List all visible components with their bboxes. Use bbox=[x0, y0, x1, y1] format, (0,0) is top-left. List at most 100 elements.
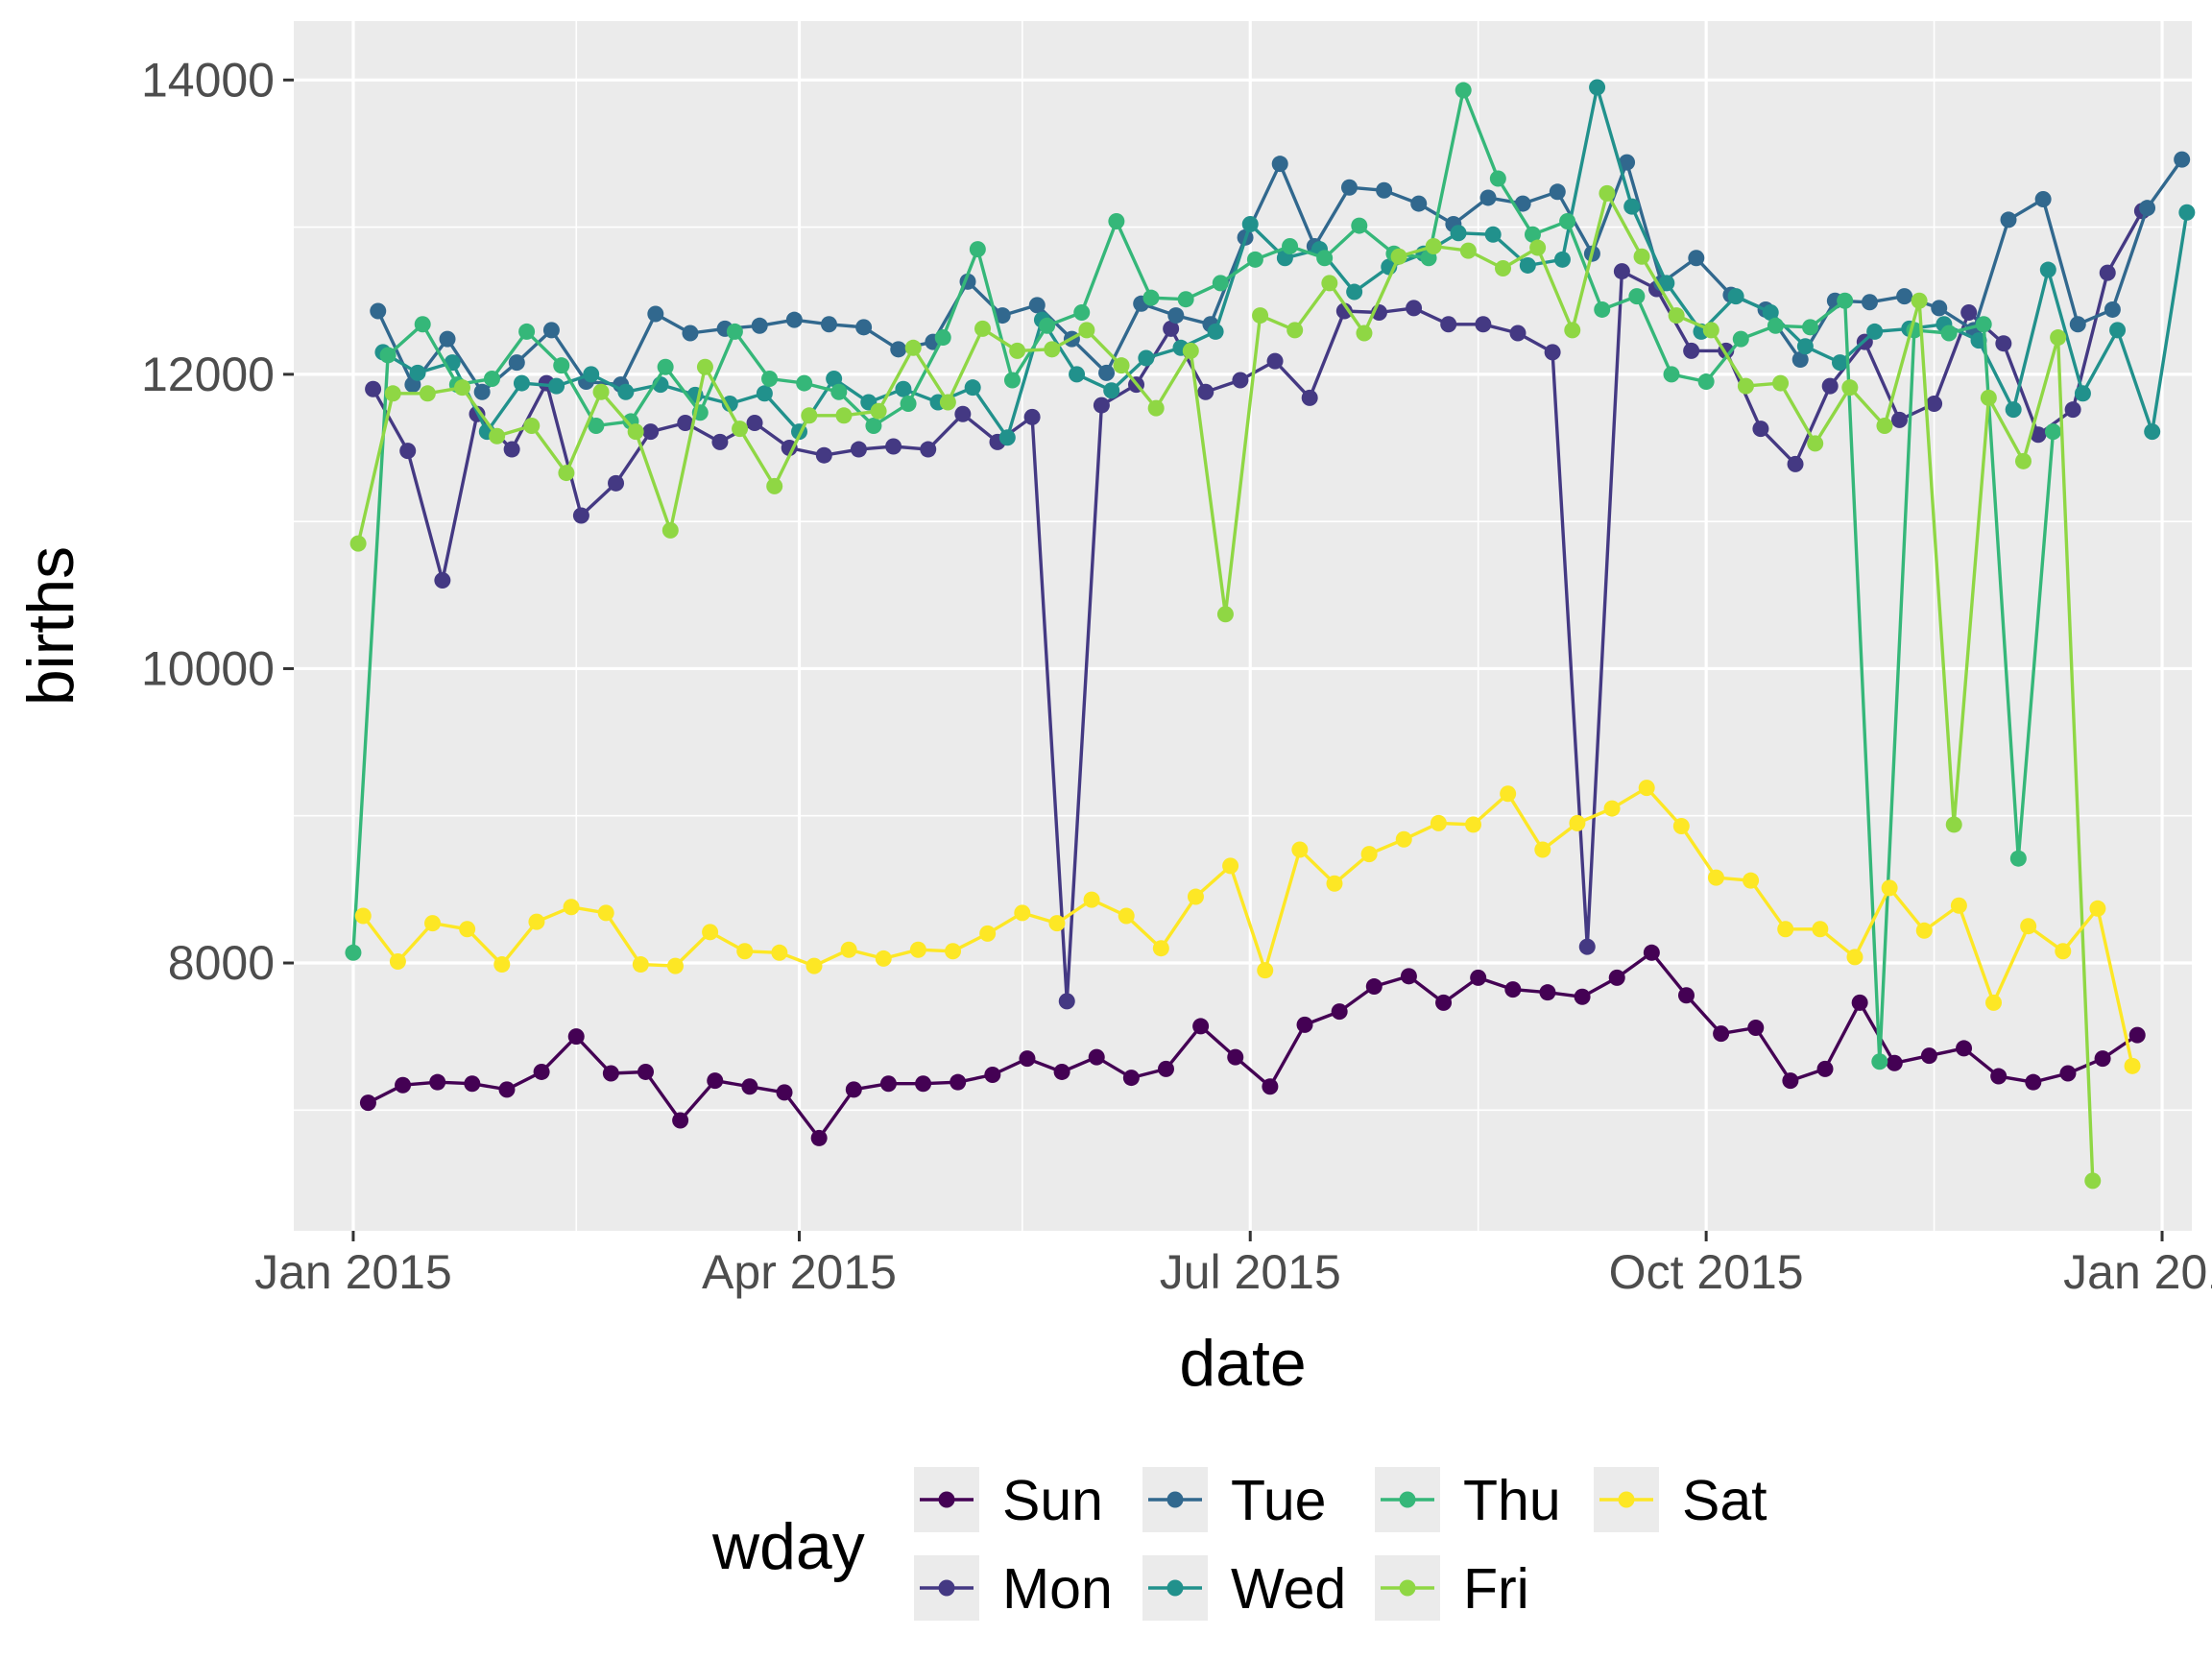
data-point-mon bbox=[850, 441, 867, 458]
data-point-thu bbox=[830, 383, 848, 400]
data-point-tue bbox=[1549, 183, 1566, 201]
data-point-mon bbox=[365, 380, 382, 397]
legend-key-fri bbox=[1375, 1555, 1440, 1621]
data-point-fri bbox=[627, 423, 644, 441]
legend-key-sun bbox=[914, 1467, 979, 1532]
data-point-mon bbox=[1752, 421, 1769, 438]
data-point-thu bbox=[1871, 1053, 1888, 1070]
data-point-sun bbox=[707, 1072, 724, 1090]
data-point-mon bbox=[1995, 335, 2012, 352]
data-point-fri bbox=[1807, 435, 1824, 452]
data-point-mon bbox=[1578, 938, 1596, 955]
data-point-sat bbox=[1500, 785, 1517, 803]
data-point-thu bbox=[1559, 212, 1576, 229]
legend-label-fri: Fri bbox=[1463, 1557, 1529, 1621]
data-point-sat bbox=[1743, 872, 1760, 889]
data-point-sun bbox=[1713, 1025, 1730, 1043]
series-line-sat bbox=[361, 785, 2134, 1067]
data-point-wed bbox=[1866, 323, 1884, 340]
data-point-sat bbox=[875, 950, 892, 967]
data-point-sun bbox=[1747, 1019, 1765, 1036]
data-point-mon bbox=[815, 446, 832, 464]
data-point-sat bbox=[1603, 800, 1621, 817]
data-point-mon bbox=[1960, 304, 1978, 322]
data-point-sat bbox=[424, 915, 442, 932]
y-tick-label: 8000 bbox=[168, 936, 275, 990]
data-point-sat bbox=[1152, 940, 1169, 957]
data-point-sat bbox=[1985, 994, 2003, 1011]
data-point-sat bbox=[2055, 943, 2072, 960]
data-point-mon bbox=[1613, 263, 1630, 280]
data-point-sun bbox=[950, 1073, 967, 1091]
data-point-fri bbox=[592, 383, 610, 400]
data-point-sat bbox=[1118, 907, 1135, 925]
data-point-tue bbox=[508, 354, 525, 372]
series-sun bbox=[359, 944, 2146, 1146]
data-point-fri bbox=[801, 407, 818, 424]
data-point-mon bbox=[677, 414, 694, 431]
legend-key-point bbox=[1166, 1491, 1184, 1508]
data-point-tue bbox=[1098, 364, 1116, 381]
legend-label-tue: Tue bbox=[1231, 1469, 1326, 1532]
data-point-thu bbox=[2009, 850, 2027, 867]
data-point-fri bbox=[732, 421, 749, 438]
data-point-mon bbox=[1509, 325, 1527, 342]
data-point-wed bbox=[1589, 79, 1606, 96]
data-point-sat bbox=[1638, 780, 1655, 797]
data-point-fri bbox=[1182, 342, 1199, 359]
data-point-sun bbox=[1400, 968, 1417, 985]
data-point-fri bbox=[1078, 322, 1095, 339]
data-point-sun bbox=[1643, 944, 1660, 961]
data-point-fri bbox=[2050, 329, 2067, 347]
data-point-fri bbox=[1425, 238, 1442, 255]
data-point-mon bbox=[1266, 352, 1284, 370]
data-point-mon bbox=[1890, 411, 1908, 428]
data-point-sun bbox=[359, 1094, 376, 1112]
data-point-mon bbox=[1163, 320, 1180, 337]
data-point-fri bbox=[904, 339, 922, 356]
data-point-sat bbox=[1395, 830, 1412, 848]
data-point-sat bbox=[945, 943, 962, 960]
data-point-sun bbox=[1956, 1040, 1973, 1057]
data-point-sat bbox=[1430, 814, 1447, 831]
data-point-thu bbox=[900, 396, 917, 413]
data-point-tue bbox=[1688, 250, 1705, 267]
data-point-fri bbox=[1702, 322, 1719, 339]
data-point-wed bbox=[2039, 261, 2056, 278]
data-point-tue bbox=[1619, 154, 1636, 171]
data-point-thu bbox=[1594, 301, 1611, 318]
data-point-fri bbox=[1737, 377, 1754, 395]
data-point-thu bbox=[761, 370, 779, 387]
legend-title: wday bbox=[711, 1510, 865, 1583]
data-point-sun bbox=[1157, 1060, 1174, 1077]
data-point-thu bbox=[588, 418, 605, 435]
data-point-sat bbox=[528, 913, 545, 930]
data-point-fri bbox=[1668, 307, 1685, 325]
data-point-tue bbox=[2139, 200, 2156, 217]
data-point-sun bbox=[2128, 1026, 2146, 1044]
x-tick-label: Jul 2015 bbox=[1160, 1245, 1341, 1299]
data-point-sun bbox=[533, 1063, 550, 1080]
data-point-sat bbox=[1360, 846, 1378, 863]
data-point-fri bbox=[349, 535, 367, 552]
data-point-sun bbox=[637, 1063, 654, 1080]
data-point-sat bbox=[2089, 900, 2106, 917]
data-point-thu bbox=[345, 944, 362, 961]
data-point-sat bbox=[909, 941, 926, 958]
data-point-mon bbox=[1232, 372, 1249, 389]
data-point-tue bbox=[1791, 351, 1809, 369]
data-point-tue bbox=[1167, 307, 1185, 325]
data-point-sat bbox=[2124, 1057, 2141, 1074]
data-point-mon bbox=[1335, 302, 1353, 320]
data-point-mon bbox=[1197, 383, 1214, 400]
data-point-sun bbox=[672, 1112, 689, 1129]
data-point-wed bbox=[895, 380, 912, 397]
data-point-fri bbox=[558, 465, 575, 482]
data-point-tue bbox=[1271, 156, 1288, 173]
data-point-thu bbox=[518, 323, 536, 340]
data-point-thu bbox=[553, 357, 570, 374]
data-point-sat bbox=[1291, 841, 1309, 858]
data-point-tue bbox=[994, 307, 1011, 325]
data-point-tue bbox=[1340, 179, 1358, 196]
